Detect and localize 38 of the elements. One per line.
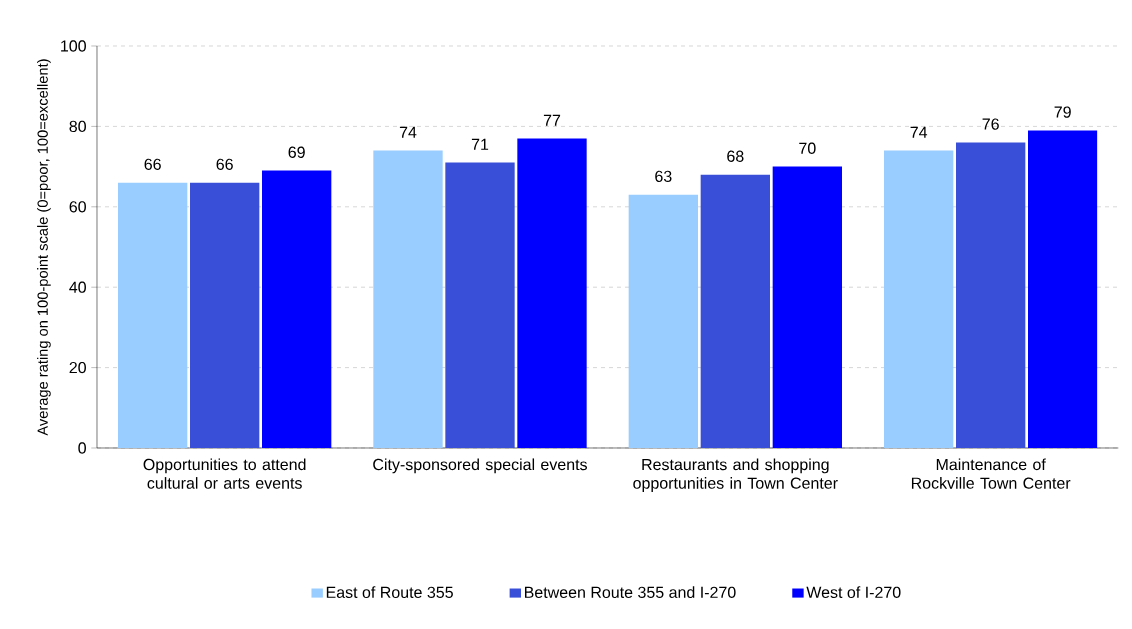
bar bbox=[262, 170, 332, 448]
bar bbox=[118, 182, 188, 448]
bar bbox=[956, 142, 1026, 448]
data-label: 74 bbox=[910, 126, 928, 138]
y-axis-title: Average rating on 100-point scale (0=poor, 100=excellent) bbox=[37, 59, 51, 436]
legend-label: Between Route 355 and I-270 bbox=[524, 586, 736, 598]
y-tick-label: 60 bbox=[69, 201, 86, 213]
data-label: 77 bbox=[543, 114, 561, 126]
y-tick-label: 0 bbox=[78, 442, 86, 454]
bar bbox=[190, 182, 260, 448]
data-label: 69 bbox=[288, 146, 305, 158]
x-tick-label: Restaurants and shopping opportunities in Town Center bbox=[633, 458, 838, 492]
y-tick-label: 80 bbox=[69, 120, 86, 133]
bar bbox=[700, 174, 770, 448]
bar bbox=[373, 150, 443, 448]
bar bbox=[772, 166, 842, 448]
y-tick-label: 100 bbox=[61, 40, 86, 52]
legend-label: West of I-270 bbox=[806, 586, 901, 598]
bar bbox=[1028, 130, 1098, 448]
bar bbox=[517, 138, 587, 448]
data-label: 66 bbox=[144, 158, 161, 170]
x-tick-label: Opportunities to attend cultural or arts events bbox=[143, 458, 306, 489]
bar bbox=[884, 150, 954, 448]
bar bbox=[628, 194, 698, 448]
data-label: 71 bbox=[471, 138, 489, 150]
data-label: 63 bbox=[655, 170, 672, 183]
y-tick-label: 20 bbox=[69, 361, 86, 374]
data-label: 79 bbox=[1054, 106, 1071, 118]
data-label: 70 bbox=[799, 142, 816, 154]
x-tick-label: Maintenance of Rockville Town Center bbox=[911, 458, 1071, 489]
data-label: 76 bbox=[982, 118, 999, 130]
bar bbox=[445, 162, 515, 448]
y-tick-label: 40 bbox=[69, 281, 86, 293]
data-label: 66 bbox=[216, 158, 233, 170]
data-label: 74 bbox=[399, 126, 417, 138]
data-label: 68 bbox=[727, 150, 744, 162]
legend-label: East of Route 355 bbox=[326, 586, 453, 598]
x-tick-label: City-sponsored special events bbox=[373, 458, 587, 474]
